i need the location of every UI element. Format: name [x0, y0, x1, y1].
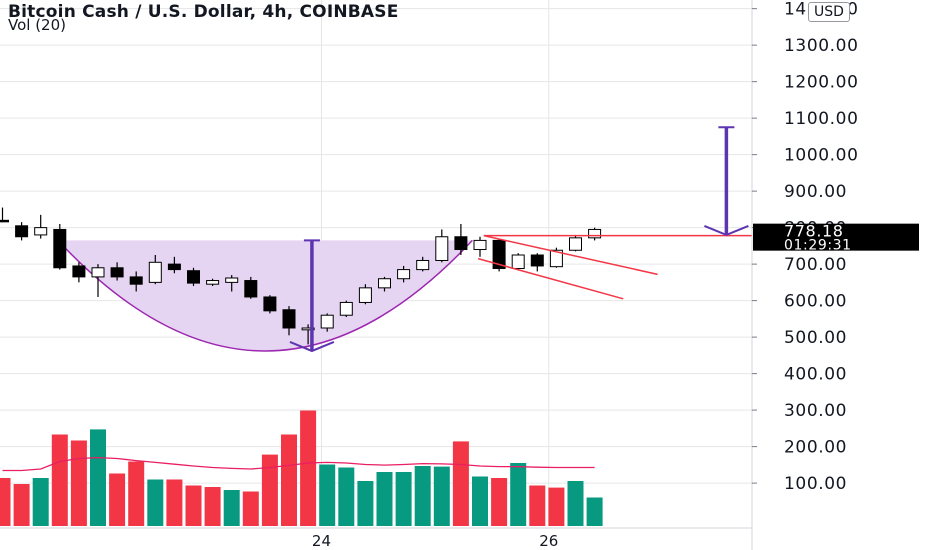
volume-bar [414, 466, 431, 526]
volume-bar [0, 478, 11, 526]
candle-body [187, 270, 200, 284]
volume-bar [261, 454, 278, 526]
price-tick-label: 100.00 [784, 474, 847, 494]
volume-bar [452, 441, 469, 526]
time-tick-label: 26 [539, 532, 558, 550]
volume-bar [128, 461, 145, 526]
price-tick-label: 1300.00 [784, 36, 859, 56]
candle-body [588, 228, 602, 239]
volume-bar [109, 473, 126, 526]
volume-indicator-label[interactable]: Vol (20) [8, 16, 67, 34]
bar-countdown-label: 01:29:31 [784, 238, 852, 254]
price-tick-label: 600.00 [784, 292, 847, 312]
candle-body [72, 265, 86, 278]
chart-title: Bitcoin Cash / U.S. Dollar, 4h, COINBASE [8, 2, 399, 22]
cup-pattern-curve [57, 239, 473, 352]
volume-bar [529, 485, 546, 526]
candle-body [263, 296, 277, 312]
volume-bar [281, 434, 297, 526]
candle-body [473, 239, 487, 251]
candle-body [492, 239, 506, 270]
volume-bar [13, 484, 30, 526]
candle-body [454, 236, 468, 251]
volume-bar [51, 434, 68, 526]
price-tag-box [753, 223, 919, 251]
candle-body [15, 225, 29, 238]
candle-body [167, 263, 181, 271]
volume-bar [70, 440, 87, 526]
volume-bar [395, 472, 412, 526]
price-tick-label: 1200.00 [784, 73, 859, 93]
time-tick-label: 24 [312, 532, 331, 550]
price-tick-label: 1100.00 [784, 109, 859, 129]
candle-body [416, 259, 430, 271]
candle-body [91, 267, 105, 278]
candle-body [435, 236, 449, 261]
candle-body [244, 280, 258, 298]
volume-bar [472, 476, 488, 526]
candle-body [225, 277, 239, 283]
channel-upper-line [483, 234, 658, 276]
volume-bar [433, 466, 450, 526]
volume-bar [567, 481, 584, 526]
currency-button[interactable]: USD [808, 2, 850, 22]
candle-body [206, 280, 220, 285]
candle-body [320, 314, 334, 329]
volume-bar [223, 490, 240, 526]
price-tick-label: 900.00 [784, 182, 847, 202]
price-tick-label: 500.00 [784, 328, 847, 348]
candle-body [530, 254, 544, 267]
cup-depth-arrow-head [289, 341, 335, 353]
volume-bar [357, 481, 374, 526]
volume-bar [90, 429, 106, 526]
volume-ma-line [2, 456, 595, 472]
candle-body [358, 287, 372, 303]
candle-body [378, 278, 391, 289]
current-price-label: 778.18 [784, 222, 844, 241]
price-tick-label: 300.00 [784, 401, 847, 421]
candle-body [0, 219, 9, 223]
candle-body [148, 261, 162, 283]
volume-bar [491, 478, 508, 526]
volume-bar [32, 478, 49, 526]
candle-body [301, 327, 315, 331]
candle-body [339, 301, 353, 316]
volume-bar [185, 485, 202, 526]
volume-bar [242, 491, 259, 526]
candle-body [511, 254, 525, 270]
volume-bar [586, 497, 603, 526]
candle-body [549, 249, 563, 268]
volume-bar [376, 472, 393, 526]
candle-body [129, 276, 143, 285]
candle-body [569, 237, 582, 251]
candle-body [34, 227, 48, 236]
candle-body [110, 267, 124, 278]
price-tick-label: 1000.00 [784, 146, 859, 166]
candle-body [397, 269, 411, 280]
volume-bar [204, 487, 221, 526]
candle-body [282, 309, 296, 329]
cup-pattern-fill [57, 240, 473, 351]
price-tick-label: 700.00 [784, 255, 847, 275]
volume-bar [338, 467, 355, 526]
volume-bar [510, 463, 527, 526]
volume-bar [166, 479, 183, 526]
volume-bar [548, 487, 565, 526]
price-tick-label: 400.00 [784, 365, 847, 385]
candle-body [53, 228, 67, 269]
volume-bar [319, 464, 336, 526]
target-arrow-head [704, 225, 749, 237]
channel-lower-line [477, 257, 624, 300]
volume-bar [147, 479, 164, 526]
price-tick-label: 200.00 [784, 438, 847, 458]
volume-bar [300, 410, 317, 526]
